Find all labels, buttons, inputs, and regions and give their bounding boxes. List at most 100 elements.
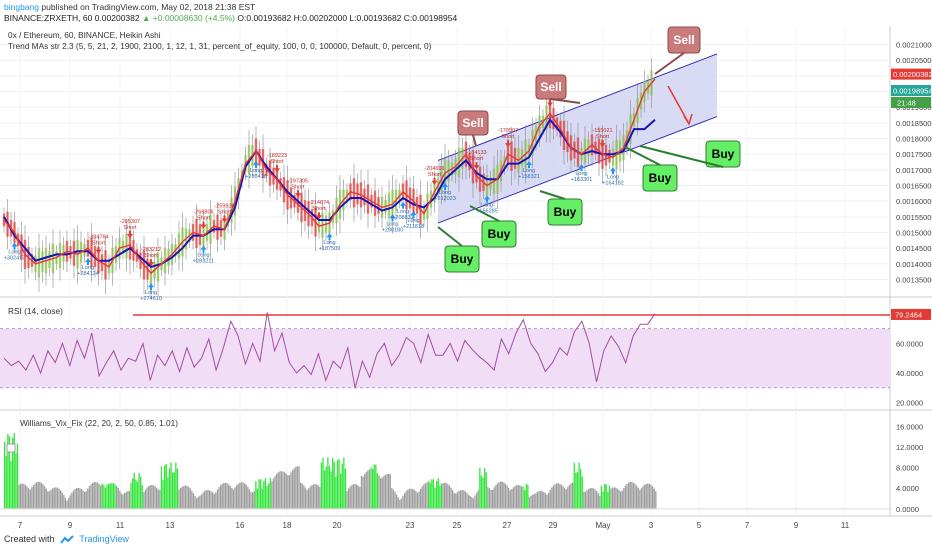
vix-bar [196, 498, 198, 509]
vix-bar [532, 494, 534, 509]
vix-bar-green [176, 468, 179, 509]
vix-bar [384, 474, 387, 509]
vix-bar [290, 472, 292, 509]
signal-label: Long [397, 209, 409, 215]
vix-bar [223, 482, 225, 509]
vix-bar [468, 495, 470, 509]
rsi-band [0, 328, 890, 388]
vix-bar-green [101, 483, 103, 509]
footer-brand[interactable]: TradingView [79, 534, 129, 544]
vix-bar [189, 488, 191, 509]
vix-bar-green [328, 465, 331, 509]
signal-value: +280418 [245, 174, 267, 180]
vix-bar [28, 488, 30, 509]
vix-bar-green [482, 477, 484, 509]
footer: Created with TradingView [4, 534, 129, 544]
vix-bar [572, 482, 574, 509]
vix-bar-green [320, 462, 323, 509]
vix-bar [490, 489, 492, 509]
vix-bar-green [372, 468, 374, 509]
vix-bar-green [132, 478, 134, 509]
open-price: 0.00200382 [94, 13, 140, 23]
rsi-value-tag [891, 308, 931, 320]
vix-bar [45, 488, 47, 509]
vix-bar [464, 491, 467, 509]
vix-bar [512, 487, 515, 509]
sell-callout-bubble [457, 110, 489, 136]
long-arrow-icon [253, 161, 259, 169]
signal-label: Short [144, 253, 158, 259]
vix-bar [154, 486, 156, 509]
vix-bar [178, 489, 180, 509]
vix-bar-green [16, 443, 19, 509]
vix-bar [304, 487, 307, 509]
vix-bar [388, 473, 390, 509]
long-arrow-icon [148, 283, 154, 291]
vix-bar [204, 491, 206, 509]
vix-bar-green [429, 482, 431, 509]
change-value: ▲ +0.00008630 (+4.5%) [142, 13, 236, 23]
vix-bar [31, 487, 33, 509]
vix-bar [56, 487, 59, 509]
ma-line [3, 117, 656, 269]
vix-bar [93, 482, 95, 509]
vix-bar [272, 478, 275, 509]
vix-bar [55, 487, 57, 509]
chart-canvas[interactable]: Long+302417Long+284124Long+274610Long+28… [0, 26, 932, 538]
signal-value: +200180 [382, 227, 404, 233]
vix-bar [584, 491, 587, 509]
vix-bar [415, 491, 417, 509]
vix-bar [156, 487, 158, 509]
channel-top-line [437, 53, 718, 161]
signal-label: Short [197, 216, 211, 222]
buy-callout-pointer [437, 226, 463, 247]
vix-bar [125, 491, 127, 509]
buy-callout-bubble [705, 140, 741, 168]
vix-bar [471, 497, 473, 509]
vix-bar [39, 481, 41, 509]
vix-bar [421, 486, 423, 509]
vix-bar-green [164, 465, 166, 509]
vix-bar [301, 483, 303, 509]
vix-bar [250, 492, 252, 509]
vix-bar [357, 485, 359, 509]
vix-bar [397, 497, 399, 509]
vix-bar-green [173, 472, 175, 509]
vix-bar [202, 492, 204, 509]
vix-bar [72, 490, 75, 509]
signal-value: +284124 [77, 271, 99, 277]
y-tick-label: 0.00145000 [896, 244, 932, 253]
signal-value: +166285 [476, 208, 498, 214]
vix-bar [288, 474, 291, 509]
vix-bar [650, 484, 652, 509]
vix-bar [367, 470, 369, 509]
vix-bar [252, 492, 254, 509]
sell-callout-pointer [654, 52, 685, 75]
vix-bar [359, 486, 361, 509]
vix-bar [453, 492, 455, 509]
long-arrow-icon [610, 167, 616, 175]
vix-bar [463, 490, 465, 509]
long-arrow-icon [85, 258, 91, 266]
vix-bar [88, 486, 91, 509]
vix-bar [444, 482, 446, 509]
vix-bar [511, 489, 513, 509]
vix-bar [636, 485, 638, 509]
signal-label: Long [575, 171, 587, 177]
vix-bar [143, 492, 145, 509]
vix-bar [128, 490, 131, 509]
vix-bar [469, 495, 471, 509]
long-arrow-icon [442, 182, 448, 190]
vix-bar-green [112, 483, 115, 509]
author-link[interactable]: bingbang [4, 2, 39, 12]
vix-bar-green [333, 461, 335, 509]
short-arrow-icon [431, 177, 438, 185]
vix-bar [596, 490, 598, 509]
vix-bar [564, 488, 566, 509]
rsi-tick-label: 60.0000 [896, 339, 923, 348]
vix-bar [378, 475, 380, 509]
vix-bar-green [10, 461, 12, 509]
vix-bar-green [338, 458, 340, 509]
vix-bar-green [330, 471, 332, 509]
x-tick-label: 27 [503, 521, 512, 530]
